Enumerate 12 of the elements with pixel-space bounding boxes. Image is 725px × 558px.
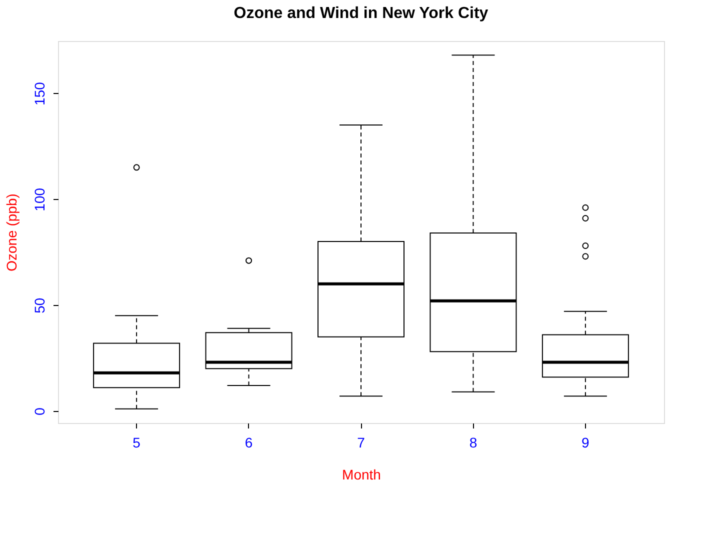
x-axis-title: Month <box>342 466 381 482</box>
y-tick-label: 100 <box>32 188 48 212</box>
x-tick-label: 9 <box>582 434 590 450</box>
x-tick-label: 6 <box>244 434 253 450</box>
x-tick-label: 5 <box>132 434 141 450</box>
chart-title: Ozone and Wind in New York City <box>234 5 488 22</box>
y-tick-label: 150 <box>32 82 48 106</box>
y-axis-title: Ozone (ppb) <box>4 194 20 272</box>
y-tick-label: 0 <box>32 407 48 416</box>
x-tick-label: 8 <box>469 434 478 450</box>
x-tick-label: 7 <box>357 434 366 450</box>
y-tick-label: 50 <box>32 298 48 314</box>
